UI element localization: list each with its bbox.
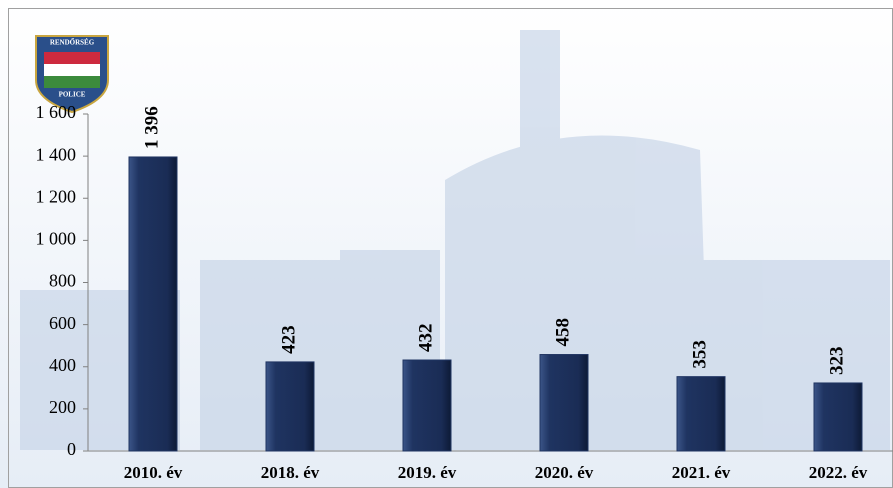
logo-red [44,52,100,64]
x-tick-label: 2019. év [398,463,457,482]
y-tick-label: 200 [49,397,76,417]
bar [676,376,726,452]
x-tick-label: 2010. év [124,463,183,482]
logo-top-text: RENDŐRSÉG [50,39,95,47]
bar [265,361,315,452]
y-tick-label: 400 [49,355,76,375]
y-tick-label: 1 200 [36,186,77,206]
value-label: 353 [689,340,710,369]
logo-bottom-text: POLICE [59,91,86,99]
x-tick-label: 2021. év [672,463,731,482]
x-tick-label: 2018. év [261,463,320,482]
y-tick-label: 1 000 [36,229,77,249]
y-tick-label: 800 [49,271,76,291]
bar [402,359,452,452]
y-tick-label: 0 [67,439,76,459]
value-label: 458 [552,318,573,347]
bar [128,156,178,452]
value-label: 432 [415,324,436,353]
y-tick-label: 1 400 [36,144,77,164]
value-label: 423 [278,325,299,354]
police-logo: RENDŐRSÉG POLICE [35,35,109,114]
logo-white [44,64,100,76]
x-tick-label: 2020. év [535,463,594,482]
bar [813,382,863,452]
y-tick-label: 1 600 [36,102,77,122]
bar [539,354,589,452]
x-tick-label: 2022. év [809,463,868,482]
value-label: 323 [826,346,847,375]
logo-green [44,76,100,88]
value-label: 1 396 [141,106,162,149]
y-tick-label: 600 [49,313,76,333]
building-backdrop [20,30,890,451]
